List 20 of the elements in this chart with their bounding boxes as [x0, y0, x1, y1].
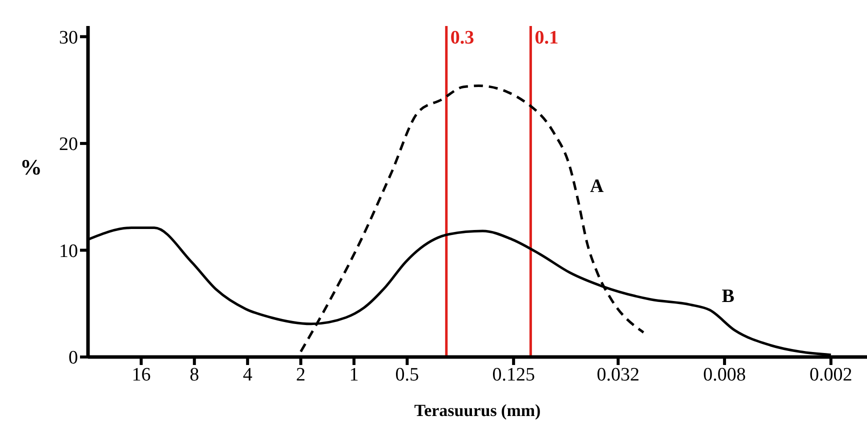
x-tick-label: 8 — [190, 364, 200, 386]
ref-line-label: 0.1 — [534, 27, 558, 48]
y-tick-label: 10 — [59, 240, 78, 262]
x-tick-label: 4 — [242, 364, 253, 386]
y-tick-label: 30 — [59, 27, 78, 48]
x-tick-label: 2 — [296, 364, 306, 386]
y-tick-label: 20 — [59, 134, 78, 156]
x-tick-label: 16 — [132, 364, 151, 386]
x-axis-title: Terasuurus (mm) — [414, 401, 541, 420]
ref-line-label: 0.3 — [450, 27, 474, 48]
series-label: B — [722, 286, 735, 308]
x-tick-label: 0.125 — [492, 364, 535, 386]
series-label: A — [590, 176, 604, 198]
x-tick-label: 0.5 — [395, 364, 420, 386]
x-tick-label: 1 — [349, 364, 359, 386]
y-tick-label: 0 — [68, 348, 78, 369]
x-tick-label: 0.032 — [596, 364, 640, 386]
y-axis-title: % — [20, 154, 42, 180]
x-tick-label: 0.008 — [703, 364, 746, 386]
x-tick-label: 0.002 — [810, 364, 852, 386]
